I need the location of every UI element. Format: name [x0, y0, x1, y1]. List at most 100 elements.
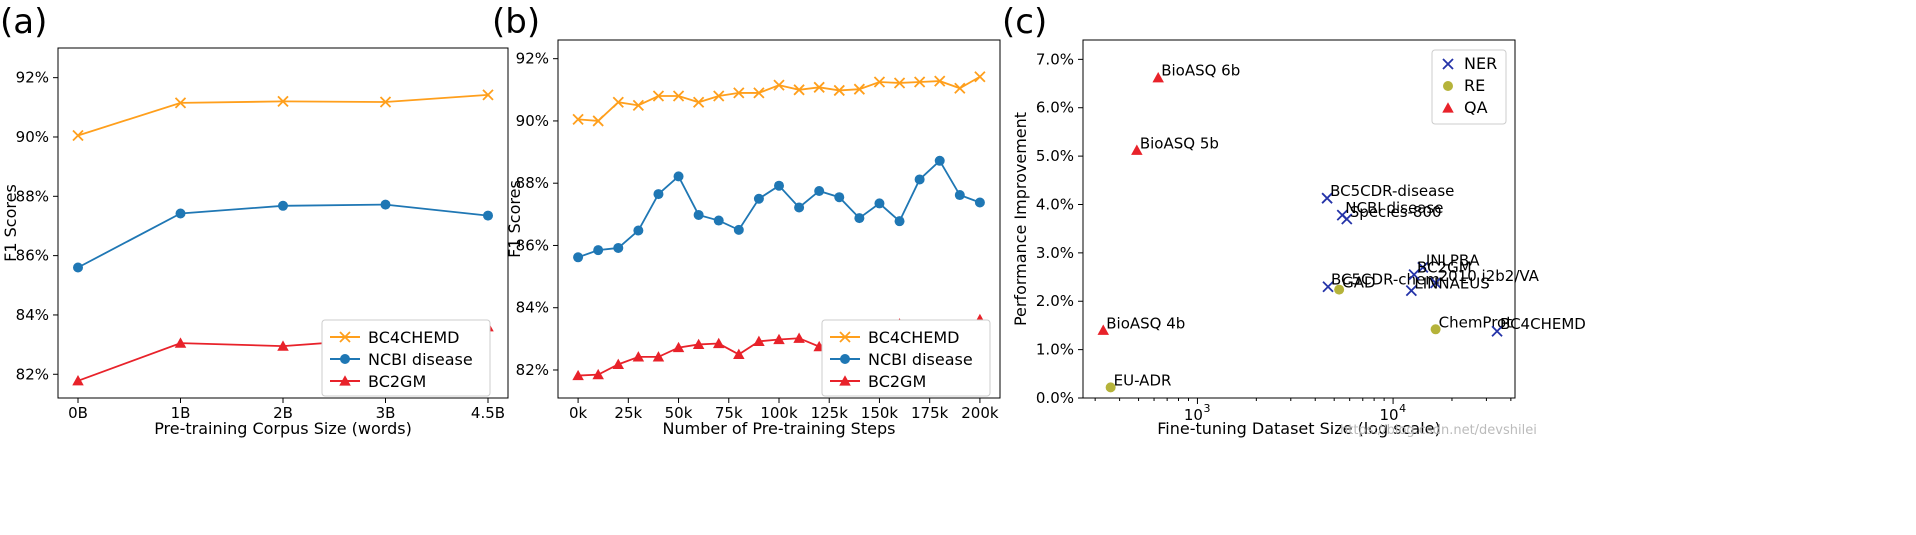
panel-a-point-bc4chemd	[277, 95, 289, 108]
panel-c-ticks: 0.0%1.0%2.0%3.0%4.0%5.0%6.0%7.0%10 3 10 4	[1036, 50, 1512, 424]
panel-a-ytick-label: 86%	[16, 247, 49, 265]
panel-b-ylabel: F1 Scores	[505, 180, 524, 258]
panel-c-legend-label-ner: NER	[1464, 54, 1497, 73]
panel-b-legend: BC4CHEMD NCBI disease BC2GM	[821, 319, 991, 397]
panel-a-legend-label-ncbi-disease: NCBI disease	[368, 350, 473, 369]
panel-a-ytick-label: 84%	[16, 306, 49, 324]
panel-b-line-bc4chemd	[578, 75, 981, 122]
panel-b-point-ncbi-disease	[573, 252, 584, 263]
panel-b-point-bc4chemd	[572, 113, 584, 126]
panel-b-point-ncbi-disease	[974, 197, 985, 208]
panel-c-xtick-label: 10	[1380, 406, 1399, 424]
panel-b-ticks: 82% 84% 86% 88% 90% 92% 0k 25k 50k 75k 100k 125k 150…	[516, 50, 999, 422]
panel-a-letter: (a)	[0, 2, 47, 42]
panel-b-legend-label-bc2gm: BC2GM	[868, 372, 926, 391]
panel-b-xtick-label: 75k	[715, 404, 743, 422]
panel-a-point-ncbi-disease	[483, 210, 493, 221]
panel-c-point-eu-adr	[1105, 382, 1116, 393]
panel-a-point-ncbi-disease	[278, 200, 288, 211]
panel-b-point-ncbi-disease	[874, 198, 885, 209]
panel-b-point-bc4chemd	[753, 87, 765, 99]
panel-c-annotation-bc4chemd: BC4CHEMD	[1500, 315, 1586, 333]
panel-b-point-bc4chemd	[692, 96, 705, 108]
panel-b-xtick-label: 200k	[961, 404, 999, 422]
panel-b-letter: (b)	[492, 2, 540, 42]
panel-c-annotation-inlpba: INLPBA	[1426, 251, 1480, 269]
panel-b-point-bc4chemd	[934, 75, 946, 87]
panel-b-point-bc4chemd	[773, 79, 785, 91]
panel-b-point-bc4chemd	[733, 87, 745, 99]
panel-b-point-ncbi-disease	[814, 185, 825, 196]
panel-a-xlabel: Pre-training Corpus Size (words)	[154, 419, 412, 438]
panel-b-point-bc2gm	[632, 351, 645, 362]
panel-b-point-bc4chemd	[873, 76, 886, 88]
panel-b-point-ncbi-disease	[774, 180, 784, 191]
panel-b-point-bc4chemd	[713, 90, 725, 102]
panel-b-point-ncbi-disease	[733, 224, 744, 235]
panel-b-legend-marker-bc2gm	[839, 375, 851, 386]
panel-b-point-bc2gm	[753, 335, 765, 346]
panel-a-point-bc4chemd	[379, 96, 392, 108]
panel-b-point-bc4chemd	[793, 84, 805, 96]
panel-c-annotation-bioasq-4b: BioASQ 4b	[1106, 314, 1185, 332]
panel-b-ytick-label: 90%	[516, 112, 549, 130]
panel-c-point-bioasq-5b	[1131, 144, 1143, 155]
panel-a-point-bc2gm	[277, 340, 289, 351]
panel-b-point-ncbi-disease	[633, 225, 644, 236]
panel-a-legend-label-bc4chemd: BC4CHEMD	[368, 328, 459, 347]
panel-a-point-ncbi-disease	[380, 199, 391, 210]
panel-a-ytick-label: 88%	[16, 187, 49, 205]
panel-b-point-bc4chemd	[672, 90, 685, 102]
panel-b-point-bc4chemd	[592, 115, 604, 127]
panel-b-point-bc2gm	[672, 341, 685, 353]
panel-b: (b) 82% 84% 86% 88% 90% 92% 0k 25k 50k 75k 100k 125…	[492, 2, 1001, 438]
panel-b-xtick-label: 175k	[911, 404, 949, 422]
panel-a-legend-marker-ncbi-disease	[340, 354, 350, 364]
panel-a-xtick-label: 0B	[68, 404, 88, 422]
panel-a-ytick-label: 82%	[16, 365, 49, 383]
panel-c-point-linnaeus	[1405, 284, 1417, 297]
panel-c-points: BioASQ 6b BioASQ 5b BioASQ 4b EU-ADR BC5CDR-…	[1097, 62, 1586, 393]
panel-a-point-bc4chemd	[482, 89, 494, 101]
panel-b-point-bc2gm	[692, 338, 705, 350]
panel-b-point-ncbi-disease	[713, 215, 724, 226]
panel-b-point-ncbi-disease	[653, 189, 664, 200]
panel-c: (c) 0.0%1.0%2.0%3.0%4.0%5.0%6.0%7.0%10 3 1…	[1002, 2, 1586, 438]
panel-c-point-gad	[1334, 284, 1345, 295]
panel-c-annotation-species-800: Species-800	[1350, 203, 1442, 221]
panel-b-point-ncbi-disease	[613, 242, 624, 253]
panel-b-point-ncbi-disease	[954, 190, 965, 201]
panel-c-point-chemprot	[1430, 324, 1441, 335]
panel-a-legend-box	[321, 319, 491, 397]
panel-b-legend-label-ncbi-disease: NCBI disease	[868, 350, 973, 369]
panel-c-ylabel: Performance Improvement	[1011, 112, 1030, 326]
panel-c-xlabel: Fine-tuning Dataset Size (log scale)	[1157, 419, 1440, 438]
panel-b-point-bc4chemd	[913, 76, 926, 88]
panel-b-xtick-label: 25k	[614, 404, 642, 422]
panel-c-axes-frame	[1082, 39, 1516, 399]
panel-b-xtick-label: 150k	[861, 404, 899, 422]
panel-c-annotation-bc5cdr-disease: BC5CDR-disease	[1330, 182, 1454, 200]
panel-b-point-bc4chemd	[612, 96, 624, 108]
panel-c-point-species-800	[1341, 213, 1353, 225]
panel-b-ytick-label: 86%	[516, 236, 549, 254]
panel-a-point-ncbi-disease	[73, 262, 83, 273]
panel-c-ytick-label: 6.0%	[1036, 99, 1074, 117]
panel-a-xtick-label: 1B	[171, 404, 191, 422]
panel-a-xtick-label: 3B	[376, 404, 396, 422]
panel-b-point-bc4chemd	[833, 84, 845, 97]
panel-c-point-bc4chemd	[1491, 325, 1503, 337]
panel-a-ytick-label: 92%	[16, 69, 49, 87]
panel-c-legend-label-qa: QA	[1464, 98, 1488, 117]
panel-a-xtick-label: 2B	[273, 404, 293, 422]
panel-b-ytick-label: 92%	[516, 50, 549, 68]
panel-b-point-bc2gm	[712, 337, 725, 349]
panel-b-legend-box	[821, 319, 991, 397]
panel-b-point-ncbi-disease	[894, 216, 905, 227]
panel-a-legend-marker-bc4chemd	[339, 331, 351, 343]
panel-a-point-bc4chemd	[72, 129, 84, 142]
panel-b-ytick-label: 84%	[516, 299, 549, 317]
panel-c-xtick-label: 10	[1184, 406, 1203, 424]
panel-b-point-ncbi-disease	[854, 213, 865, 224]
